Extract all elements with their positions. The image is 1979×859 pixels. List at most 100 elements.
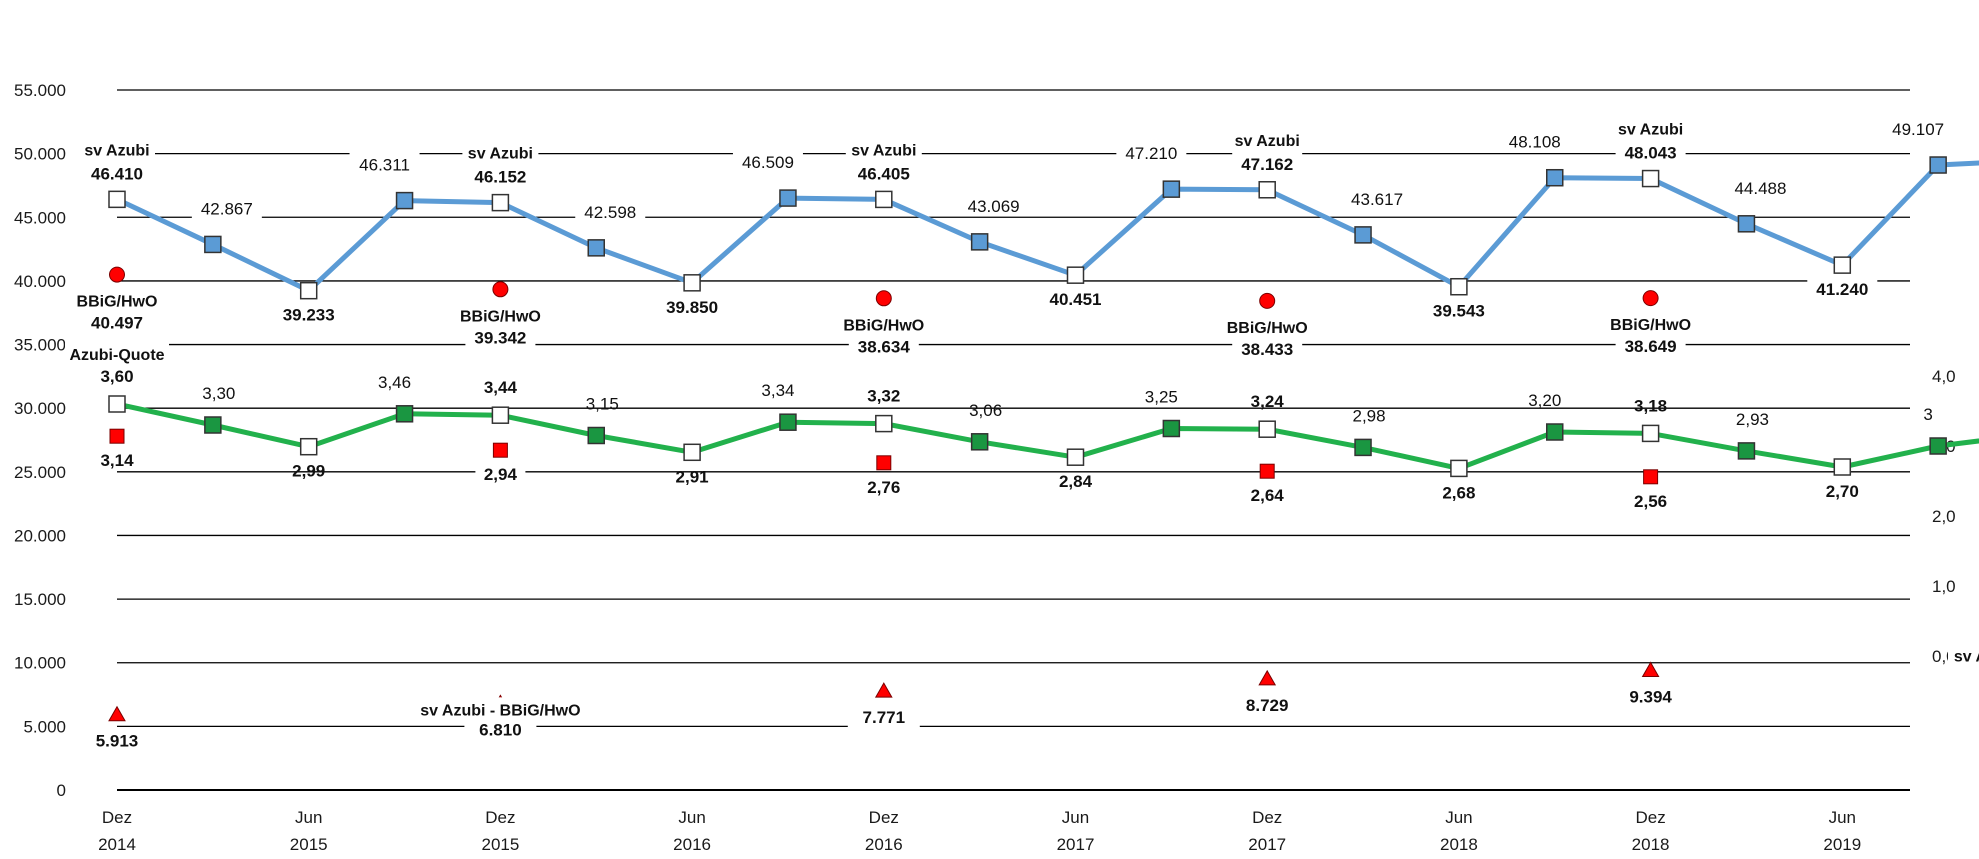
label-background: [1219, 314, 1316, 337]
x-tick-label: Dez: [869, 808, 899, 827]
data-label-quote: 3,30: [202, 384, 235, 403]
label-background: [1232, 151, 1303, 174]
series-label-quote: Azubi-Quote: [69, 347, 164, 364]
data-label-bbig: 40.497: [91, 314, 143, 333]
marker-quote: [1162, 419, 1181, 438]
x-tick-label: Dez: [1252, 808, 1282, 827]
x-tick-label-year: 2017: [1248, 835, 1286, 854]
data-label-sv-azubi: 48.108: [1509, 133, 1561, 152]
label-background: [575, 199, 646, 222]
data-labels: 46.410 42.867 39.233 46.311 46.152 42.598 39.8…: [65, 116, 1979, 751]
label-background: [847, 705, 920, 728]
label-background: [1499, 129, 1570, 152]
data-label-sv-azubi: 42.867: [201, 199, 253, 218]
data-label-sv-azubi: 49.107: [1892, 120, 1944, 139]
label-background: [1948, 643, 1979, 666]
marker-sv-azubi: [1641, 169, 1660, 188]
marker-quote: [1929, 437, 1947, 455]
marker-bbig: [875, 290, 892, 307]
data-label-sv-azubi: 47.162: [1241, 155, 1293, 174]
series-label-bbig: BBiG/HwO: [1227, 320, 1308, 337]
label-background: [414, 697, 587, 720]
x-tick-label: Jun: [1445, 808, 1472, 827]
x-tick-label-year: 2019: [1823, 835, 1861, 854]
marker-quote: [1066, 448, 1085, 466]
x-tick-label-year: 2016: [865, 835, 903, 854]
data-label-quote-bbig: 2,56: [1634, 492, 1667, 511]
x-tick-label-year: 2018: [1440, 835, 1478, 854]
data-label-quote: 3,34: [761, 381, 794, 400]
marker-quote: [1354, 438, 1372, 457]
data-label-bbig: 38.634: [858, 337, 911, 356]
data-label-sv-azubi: 44.488: [1734, 179, 1786, 198]
data-label-quote: 3,24: [1251, 392, 1285, 411]
y-tick-label-left: 30.000: [14, 399, 66, 418]
y-tick-label-left: 0: [57, 781, 66, 800]
label-background: [465, 164, 536, 187]
x-tick-label: Jun: [1829, 808, 1856, 827]
y-tick-label-left: 25.000: [14, 463, 66, 482]
x-tick-label-year: 2017: [1057, 835, 1095, 854]
marker-sv-azubi: [204, 235, 222, 254]
data-label-quote-bbig: 3,14: [100, 451, 134, 470]
data-label-quote: 3,60: [100, 367, 133, 386]
x-tick-label-year: 2014: [98, 835, 136, 854]
y-tick-label-left: 40.000: [14, 272, 66, 291]
series-label-diff: sv Azubi - BBiG/HwO: [1954, 648, 1979, 665]
marker-sv-azubi: [1833, 256, 1852, 274]
marker-sv-azubi: [1737, 215, 1756, 233]
marker-sv-azubi: [108, 190, 126, 209]
label-background: [1342, 186, 1413, 209]
marker-quote-bbig: [1259, 463, 1275, 479]
label-background: [1883, 117, 1954, 140]
marker-bbig: [109, 266, 125, 283]
label-background: [732, 150, 803, 173]
data-label-diff: 5.913: [96, 732, 139, 751]
y-tick-label-left: 15.000: [14, 590, 66, 609]
marker-quote: [587, 426, 605, 445]
series-label-sv-azubi: sv Azubi: [1235, 133, 1300, 150]
data-label-quote: 2,98: [1353, 406, 1386, 425]
marker-quote: [1546, 423, 1564, 441]
y-tick-label-left: 55.000: [14, 81, 66, 100]
marker-sv-azubi: [1929, 156, 1947, 174]
label-background: [845, 137, 922, 160]
marker-sv-azubi: [299, 281, 318, 300]
label-background: [1807, 277, 1878, 300]
label-background: [1612, 116, 1689, 139]
series-label-sv-azubi: sv Azubi: [84, 142, 149, 159]
x-tick-label: Dez: [485, 808, 515, 827]
marker-sv-azubi: [875, 190, 893, 209]
label-background: [1725, 175, 1796, 198]
label-background: [452, 303, 549, 326]
label-background: [1615, 334, 1686, 357]
marker-quote-bbig: [492, 442, 508, 458]
series-lines: [115, 160, 1979, 471]
marker-sv-azubi: [491, 193, 510, 212]
series-label-bbig: BBiG/HwO: [843, 317, 924, 334]
axes: 0 5.000 10.000 15.000 20.000 25.000 30.000 35.0…: [14, 81, 1956, 854]
data-label-quote: 2,93: [1736, 410, 1769, 429]
marker-sv-azubi: [970, 233, 989, 251]
data-label-sv-azubi: 46.405: [858, 164, 910, 183]
label-background: [1614, 684, 1687, 707]
label-background: [65, 342, 169, 364]
label-background: [79, 137, 155, 160]
data-label-quote: 3,46: [378, 373, 411, 392]
marker-quote: [1641, 424, 1660, 443]
series-label-bbig: BBiG/HwO: [77, 294, 158, 311]
data-label-quote: 3,44: [484, 378, 518, 397]
marker-quote-bbig: [876, 455, 892, 471]
series-line-quote: [116, 401, 1979, 471]
label-background: [1229, 127, 1306, 150]
data-label-diff: 6.810: [479, 720, 522, 739]
marker-bbig: [1642, 290, 1659, 307]
y-tick-label-left: 35.000: [14, 336, 66, 355]
label-background: [858, 474, 909, 497]
marker-quote: [970, 433, 989, 451]
data-label-sv-azubi: 43.617: [1351, 190, 1403, 209]
marker-diff: [874, 682, 893, 698]
x-tick-label: Jun: [1062, 808, 1089, 827]
data-label-sv-azubi: 46.311: [359, 156, 410, 175]
data-label-sv-azubi: 41.240: [1816, 280, 1868, 299]
